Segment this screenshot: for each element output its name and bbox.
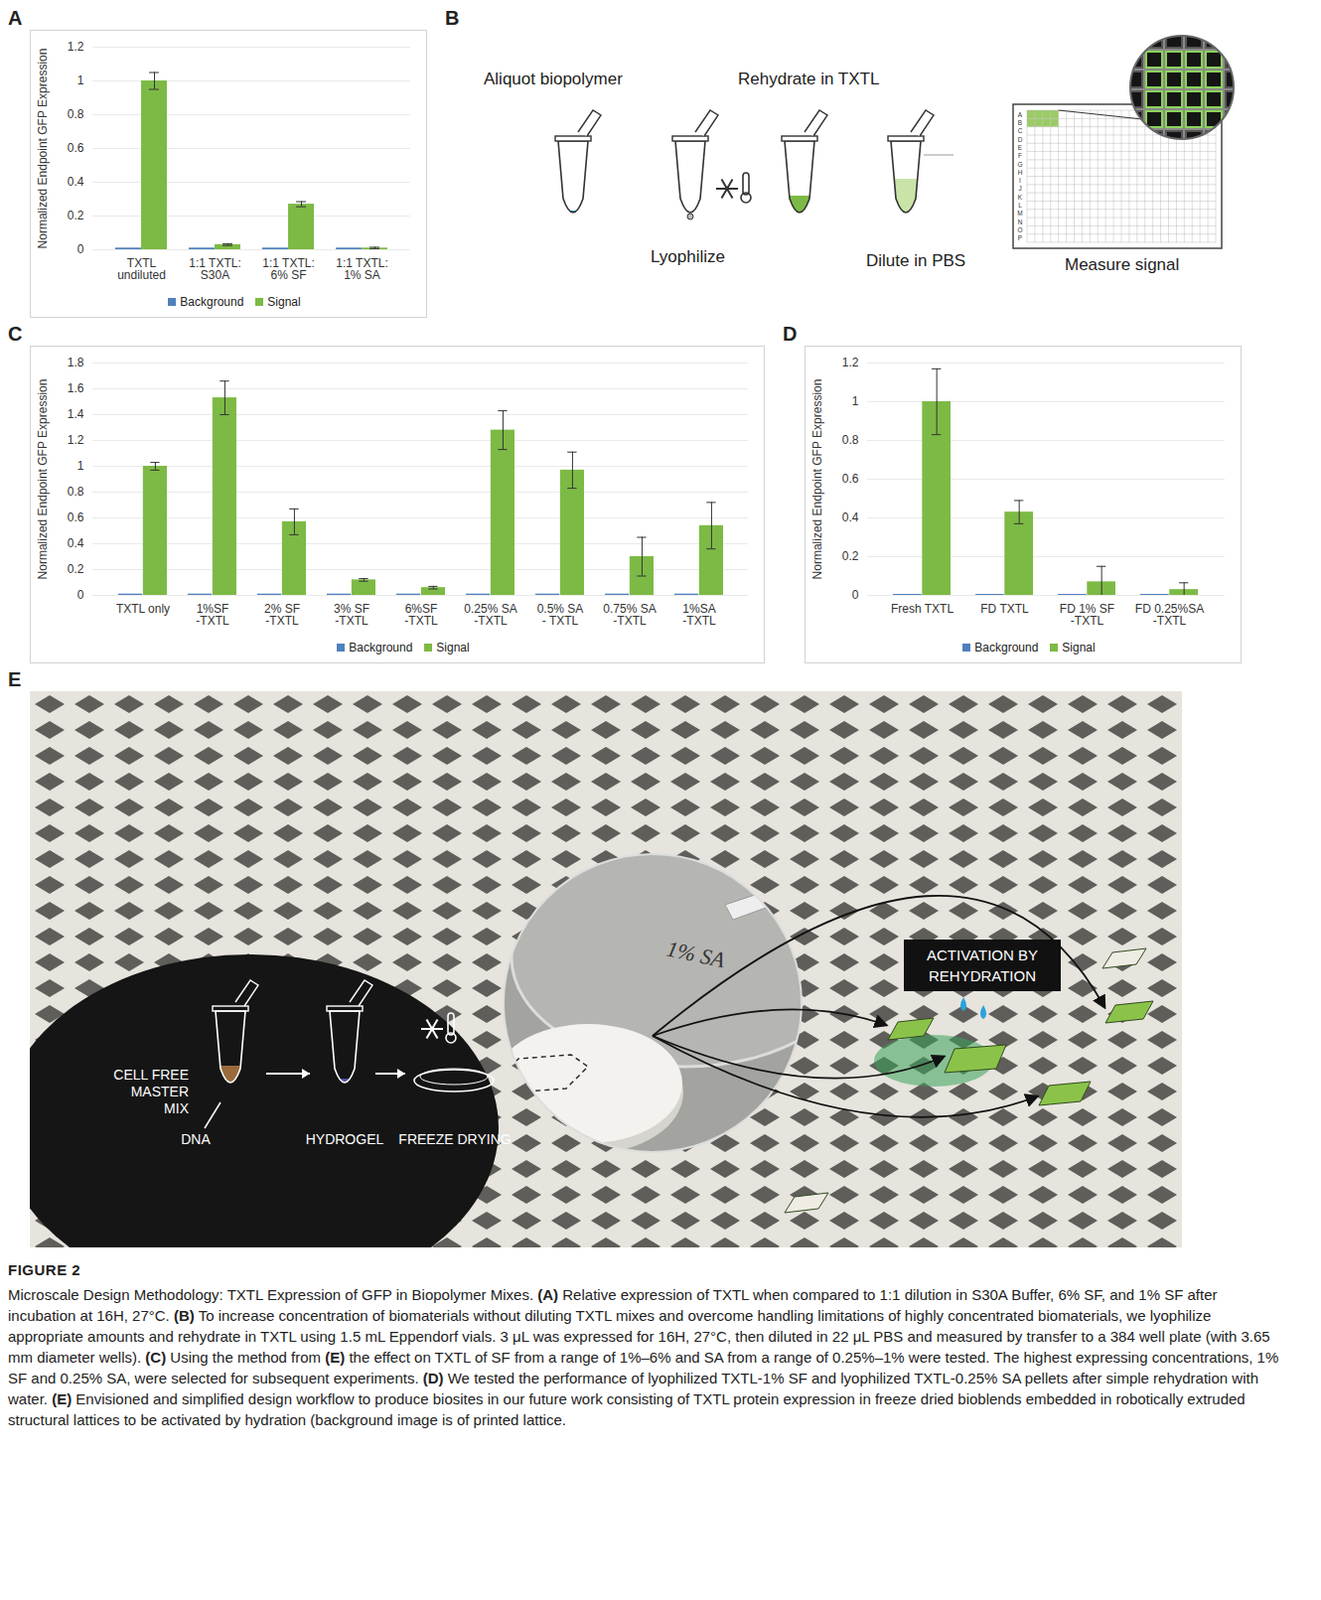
svg-text:E: E — [1018, 144, 1024, 151]
svg-text:0.6: 0.6 — [67, 141, 85, 155]
svg-text:0.8: 0.8 — [842, 433, 860, 447]
svg-text:0.6: 0.6 — [67, 510, 85, 525]
svg-text:A: A — [1018, 111, 1024, 119]
html-text:C: C — [7, 322, 23, 345]
svg-text:N: N — [1018, 218, 1024, 226]
svg-text:FREEZE DRYING: FREEZE DRYING — [398, 1131, 511, 1148]
svg-text:0: 0 — [77, 587, 85, 602]
svg-text:C: C — [1018, 127, 1024, 135]
svg-text:Normalized Endpoint GFP Expres: Normalized Endpoint GFP Expression — [810, 379, 825, 581]
html-text:E: E — [7, 668, 22, 691]
svg-text:6%SF-TXTL: 6%SF-TXTL — [404, 601, 439, 628]
svg-text:0.75% SA-TXTL: 0.75% SA-TXTL — [602, 601, 656, 628]
svg-text:0.2: 0.2 — [67, 562, 85, 577]
svg-text:0.4: 0.4 — [842, 510, 860, 525]
svg-text:Rehydrate in TXTL: Rehydrate in TXTL — [737, 69, 880, 89]
svg-text:D: D — [1018, 136, 1024, 144]
svg-text:Fresh TXTL: Fresh TXTL — [890, 601, 954, 616]
html-text:B: B — [444, 6, 460, 29]
svg-text:0.5% SA- TXTL: 0.5% SA- TXTL — [537, 601, 585, 628]
html-text:FIGURE 2: FIGURE 2 — [7, 1261, 81, 1279]
svg-text:I: I — [1019, 176, 1022, 184]
svg-text:CELL FREE: CELL FREE — [113, 1066, 189, 1083]
svg-text:0.2: 0.2 — [67, 208, 85, 223]
svg-text:0.25% SA-TXTL: 0.25% SA-TXTL — [463, 601, 517, 628]
svg-text:0.8: 0.8 — [67, 107, 85, 122]
svg-text:Dilute in PBS: Dilute in PBS — [866, 251, 966, 271]
svg-text:1.8: 1.8 — [67, 355, 85, 370]
html-text:Background: Background — [180, 294, 244, 309]
svg-text:DNA: DNA — [180, 1131, 211, 1148]
svg-text:1.4: 1.4 — [67, 407, 85, 422]
svg-text:0: 0 — [77, 242, 85, 257]
svg-text:0: 0 — [852, 587, 860, 602]
svg-text:1:1 TXTL:1% SA: 1:1 TXTL:1% SA — [335, 256, 388, 283]
svg-text:L: L — [1018, 201, 1023, 209]
svg-text:1%SF-TXTL: 1%SF-TXTL — [195, 601, 230, 628]
svg-text:J: J — [1018, 184, 1022, 192]
svg-text:Normalized Endpoint GFP Expres: Normalized Endpoint GFP Expression — [35, 48, 50, 250]
svg-text:P: P — [1018, 234, 1023, 242]
svg-text:Measure signal: Measure signal — [1064, 255, 1179, 275]
svg-text:MIX: MIX — [163, 1100, 190, 1117]
svg-text:F: F — [1018, 151, 1023, 159]
svg-text:1:1 TXTL:S30A: 1:1 TXTL:S30A — [188, 256, 241, 283]
svg-text:FD 0.25%SA-TXTL: FD 0.25%SA-TXTL — [1135, 601, 1204, 628]
svg-text:HYDROGEL: HYDROGEL — [305, 1131, 385, 1148]
svg-text:ACTIVATION BY: ACTIVATION BY — [926, 946, 1038, 964]
svg-text:1.2: 1.2 — [842, 355, 860, 370]
svg-text:M: M — [1017, 209, 1023, 217]
svg-text:1% SA: 1% SA — [664, 935, 729, 973]
svg-text:B: B — [1018, 119, 1023, 127]
html-text:A: A — [7, 6, 23, 29]
svg-text:Normalized Endpoint GFP Expres: Normalized Endpoint GFP Expression — [35, 379, 50, 581]
svg-text:O: O — [1017, 226, 1023, 234]
svg-text:1%SA-TXTL: 1%SA-TXTL — [682, 601, 717, 628]
svg-text:Lyophilize: Lyophilize — [650, 247, 726, 267]
svg-text:2% SF-TXTL: 2% SF-TXTL — [264, 601, 300, 628]
svg-text:0.2: 0.2 — [842, 549, 860, 564]
svg-text:0.4: 0.4 — [67, 536, 85, 551]
svg-text:FD 1% SF-TXTL: FD 1% SF-TXTL — [1059, 601, 1115, 628]
html-text:D: D — [782, 322, 798, 345]
svg-text:0.8: 0.8 — [67, 484, 85, 499]
svg-text:K: K — [1018, 193, 1024, 201]
svg-text:0.6: 0.6 — [842, 471, 860, 486]
svg-text:1: 1 — [852, 394, 860, 409]
svg-text:G: G — [1017, 160, 1023, 168]
svg-text:3% SF-TXTL: 3% SF-TXTL — [333, 601, 370, 628]
svg-text:MASTER: MASTER — [131, 1083, 189, 1100]
svg-text:1.2: 1.2 — [67, 39, 85, 54]
svg-text:1: 1 — [77, 458, 85, 473]
html-text:Signal: Signal — [436, 640, 470, 655]
html-text:Background: Background — [348, 640, 413, 655]
svg-text:TXTLundiluted: TXTLundiluted — [117, 256, 166, 283]
svg-text:FD TXTL: FD TXTL — [980, 601, 1029, 616]
html-text:Background: Background — [974, 640, 1039, 655]
svg-text:Aliquot biopolymer: Aliquot biopolymer — [483, 69, 623, 89]
svg-text:1.6: 1.6 — [67, 381, 85, 396]
html-text:Signal: Signal — [267, 294, 301, 309]
svg-text:1: 1 — [77, 73, 85, 88]
svg-text:H: H — [1018, 168, 1024, 176]
html-text:Microscale Design Methodology:: Microscale Design Methodology: TXTL Expr… — [7, 1286, 1279, 1429]
svg-text:1:1 TXTL:6% SF: 1:1 TXTL:6% SF — [262, 256, 314, 283]
svg-text:REHYDRATION: REHYDRATION — [928, 967, 1036, 985]
html-text:Signal: Signal — [1062, 640, 1096, 655]
svg-text:1.2: 1.2 — [67, 433, 85, 447]
svg-text:TXTL only: TXTL only — [116, 601, 170, 616]
svg-text:0.4: 0.4 — [67, 174, 85, 189]
